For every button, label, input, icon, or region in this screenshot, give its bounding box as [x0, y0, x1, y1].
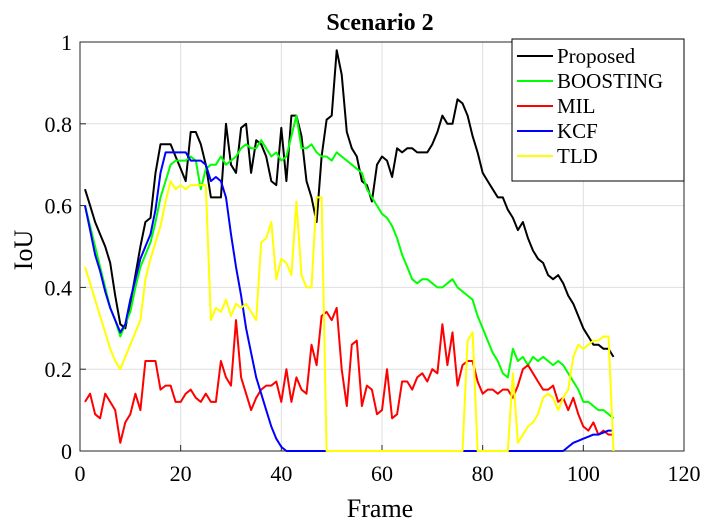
- y-tick-label: 0: [61, 439, 72, 464]
- x-axis-label: Frame: [347, 494, 413, 523]
- legend-label-proposed: Proposed: [557, 44, 636, 68]
- series-line-mil: [84, 306, 614, 444]
- y-tick-label: 0.6: [45, 194, 73, 219]
- y-tick-label: 0.8: [45, 112, 73, 137]
- chart-title: Scenario 2: [326, 10, 433, 36]
- x-tick-label: 100: [567, 461, 600, 486]
- x-tick-label: 20: [170, 461, 192, 486]
- legend-label-boosting: BOOSTING: [557, 69, 663, 93]
- x-tick-label: 120: [668, 461, 701, 486]
- series-line-proposed: [84, 49, 615, 358]
- x-tick-label: 40: [270, 461, 292, 486]
- grid-lines: [80, 42, 684, 451]
- y-tick-label: 1: [61, 30, 72, 55]
- series-line-tld: [84, 180, 615, 452]
- series-line-boosting: [84, 114, 615, 420]
- legend-box: [511, 38, 685, 182]
- x-tick-label: 60: [371, 461, 393, 486]
- x-tick-label: 0: [75, 461, 86, 486]
- legend-label-tld: TLD: [557, 144, 598, 168]
- x-tick-label: 80: [472, 461, 494, 486]
- y-axis-label: IoU: [9, 230, 38, 271]
- legend-label-mil: MIL: [557, 94, 596, 118]
- legend-label-kcf: KCF: [557, 119, 598, 143]
- y-tick-label: 0.2: [45, 357, 73, 382]
- series-lines: [84, 49, 615, 452]
- y-tick-label: 0.4: [45, 275, 73, 300]
